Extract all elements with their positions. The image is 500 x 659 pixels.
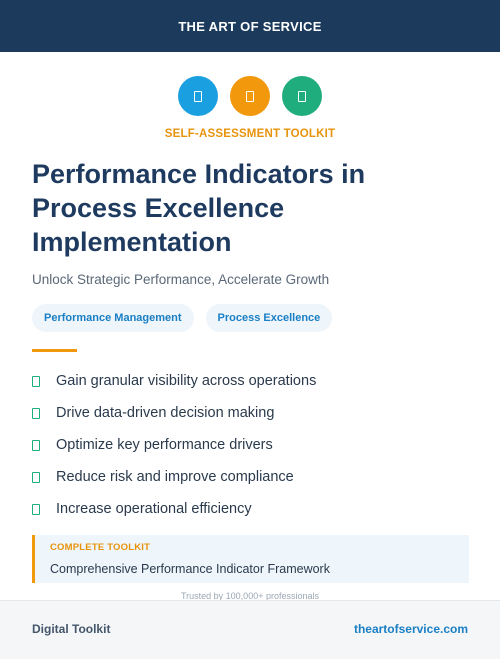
blue-badge-icon [178,76,218,116]
feature-text: Increase operational efficiency [56,501,252,517]
orange-badge-icon [230,76,270,116]
feature-text: Optimize key performance drivers [56,437,273,453]
list-item: Drive data-driven decision making [32,397,316,429]
feature-text: Drive data-driven decision making [56,405,275,421]
kicker-label: SELF-ASSESSMENT TOOLKIT [164,128,336,140]
page-title: Performance Indicators in Process Excell… [32,159,366,257]
subtitle: Unlock Strategic Performance, Accelerate… [32,272,330,287]
tag-process-excellence: Process Excellence [205,304,333,332]
footer-bar: Digital Toolkit theartofservice.com [0,600,500,659]
check-icon [32,471,40,483]
header-bar: THE ART OF SERVICE [0,0,500,52]
check-icon [32,503,40,515]
brand-name: THE ART OF SERVICE [178,18,322,34]
list-item: Gain granular visibility across operatio… [32,365,316,397]
list-item: Optimize key performance drivers [32,429,316,461]
check-icon [32,375,40,387]
feature-text: Gain granular visibility across operatio… [56,373,317,389]
icon-row [0,76,500,116]
accent-divider [32,349,77,352]
trusted-note: Trusted by 100,000+ professionals [180,591,319,600]
website-link[interactable]: theartofservice.com [353,622,468,636]
tag-list: Performance Management Process Excellenc… [32,304,333,332]
green-badge-icon [282,76,322,116]
tag-performance-management: Performance Management [32,304,194,332]
toolkit-callout: COMPLETE TOOLKIT Comprehensive Performan… [32,535,469,583]
list-item: Increase operational efficiency [32,493,316,525]
callout-label: COMPLETE TOOLKIT [50,542,151,553]
list-item: Reduce risk and improve compliance [32,461,316,493]
footer-label: Digital Toolkit [32,622,111,636]
check-icon [32,407,40,419]
check-icon [32,439,40,451]
feature-list: Gain granular visibility across operatio… [32,365,316,525]
feature-text: Reduce risk and improve compliance [56,469,294,485]
callout-text: Comprehensive Performance Indicator Fram… [50,562,330,576]
